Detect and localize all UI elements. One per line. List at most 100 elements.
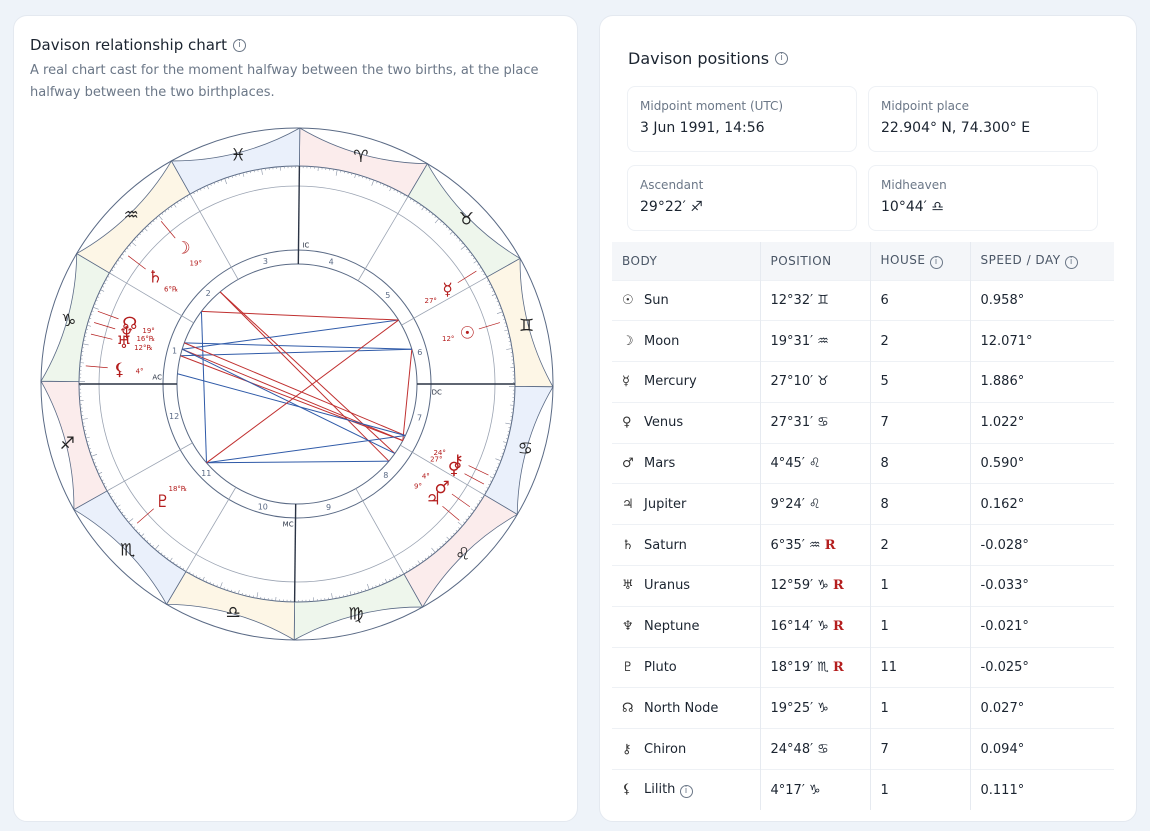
- degree-tick: [488, 283, 491, 285]
- cell-speed: 1.022°: [970, 401, 1114, 444]
- retrograde-marker: R: [824, 537, 836, 553]
- degree-tick: [470, 512, 473, 515]
- chart-title-text: Davison relationship chart: [30, 36, 227, 54]
- degree-tick: [116, 504, 121, 508]
- degree-tick: [125, 517, 128, 520]
- degree-tick: [123, 514, 126, 517]
- degree-tick: [85, 436, 90, 439]
- chart-subtitle: A real chart cast for the moment halfway…: [30, 63, 539, 100]
- degree-tick: [144, 227, 148, 232]
- degree-tick: [107, 275, 110, 278]
- house-number: 5: [385, 291, 390, 300]
- stat-label: Midpoint place: [881, 99, 970, 113]
- body-name: Venus: [644, 415, 684, 431]
- degree-tick: [463, 521, 466, 524]
- degree-tick: [113, 266, 116, 268]
- zodiac-sign-icon: ♍: [348, 605, 363, 625]
- degree-tick: [470, 254, 473, 257]
- degree-tick: [489, 480, 493, 482]
- degree-tick: [108, 492, 111, 495]
- degree-tick: [496, 311, 503, 314]
- cell-house: 11: [870, 646, 971, 688]
- cell-speed: 0.162°: [970, 483, 1114, 525]
- info-icon[interactable]: i: [233, 38, 246, 52]
- degree-tick: [217, 180, 219, 183]
- table-body: ☉ Sun 12°32′ ♊ 6 0.958° ☽ Moon 19°31′ ♒ 2 12.07…: [612, 279, 1114, 811]
- info-icon[interactable]: i: [775, 52, 789, 65]
- cell-house: 2: [870, 524, 971, 566]
- ascendant-stat: Ascendant 29°22′ ♐: [627, 165, 857, 231]
- zodiac-sign-icon: ♏: [120, 541, 135, 561]
- info-icon[interactable]: i: [929, 255, 943, 269]
- degree-tick: [167, 208, 170, 211]
- degree-tick: [105, 279, 108, 281]
- degree-tick: [91, 454, 98, 457]
- degree-tick: [369, 178, 371, 181]
- position-value: 12°59′ ♑: [770, 578, 829, 594]
- degree-tick: [133, 526, 136, 529]
- body-name: North Node: [644, 700, 719, 716]
- degree-tick: [140, 533, 145, 537]
- degree-tick: [393, 188, 395, 192]
- degree-tick: [417, 560, 421, 565]
- degree-tick: [461, 242, 464, 245]
- cell-house: 8: [870, 483, 971, 525]
- degree-tick: [415, 564, 418, 567]
- degree-tick: [117, 259, 120, 262]
- position-value: 19°25′ ♑: [770, 700, 829, 716]
- degree-tick: [176, 201, 179, 204]
- position-value: 19°31′ ♒: [770, 333, 829, 349]
- planet-degree-label: 27°: [430, 456, 442, 464]
- degree-tick: [131, 241, 137, 247]
- table-row: ☊ North Node 19°25′ ♑ 1 0.027°: [612, 687, 1114, 729]
- degree-tick: [367, 583, 370, 590]
- cell-house: 6: [870, 279, 971, 321]
- house-cusp-line: [185, 487, 237, 572]
- degree-tick: [396, 575, 398, 578]
- degree-tick: [409, 568, 411, 571]
- zodiac-sign-icon: ♋: [518, 439, 533, 459]
- planet-pointer: [160, 221, 176, 239]
- planet-degree-label: 24°: [433, 449, 445, 457]
- degree-tick: [92, 458, 95, 461]
- degree-tick: [230, 589, 232, 592]
- aspect-line: [206, 460, 389, 464]
- degree-tick: [242, 172, 245, 177]
- planet-pointer: [464, 473, 485, 485]
- degree-tick: [427, 555, 430, 558]
- degree-tick: [93, 462, 96, 464]
- cell-speed: 1.886°: [970, 361, 1114, 403]
- degree-tick: [124, 250, 127, 253]
- degree-tick: [392, 577, 395, 580]
- zodiac-sign-icon: ♑: [61, 311, 76, 331]
- degree-tick: [176, 563, 178, 566]
- cell-body: ♂ Mars: [612, 442, 761, 484]
- degree-tick: [416, 202, 418, 205]
- planet-pointer: [90, 333, 113, 340]
- cell-body: ☽ Moon: [612, 320, 761, 362]
- planet-degree-label: 12°: [442, 335, 454, 343]
- info-icon[interactable]: i: [1064, 255, 1078, 269]
- cell-position: 18°19′ ♏ R: [760, 646, 871, 688]
- planet-glyph-icon: ☿: [622, 374, 630, 390]
- degree-tick: [403, 194, 406, 197]
- degree-tick: [166, 557, 169, 560]
- degree-tick: [219, 582, 223, 589]
- position-value: 18°19′ ♏: [770, 660, 829, 676]
- degree-tick: [121, 511, 124, 514]
- degree-tick: [449, 231, 454, 235]
- degree-tick: [82, 343, 89, 346]
- cell-position: 12°59′ ♑ R: [760, 565, 871, 607]
- info-icon[interactable]: i: [679, 785, 693, 799]
- degree-tick: [495, 297, 498, 299]
- zodiac-sign-icon: ♉: [459, 209, 474, 229]
- cell-house: 1: [870, 605, 971, 648]
- position-value: 6°35′ ♒: [770, 537, 821, 553]
- planet-glyph-icon: ♄: [622, 537, 634, 553]
- house-number: 7: [417, 414, 422, 423]
- degree-tick: [465, 518, 468, 521]
- body-name: Chiron: [644, 741, 687, 757]
- planet-glyph-icon: ♄: [148, 267, 163, 287]
- midheaven-stat: Midheaven 10°44′ ♎: [868, 165, 1098, 231]
- planet-glyph-icon: ♃: [426, 489, 441, 509]
